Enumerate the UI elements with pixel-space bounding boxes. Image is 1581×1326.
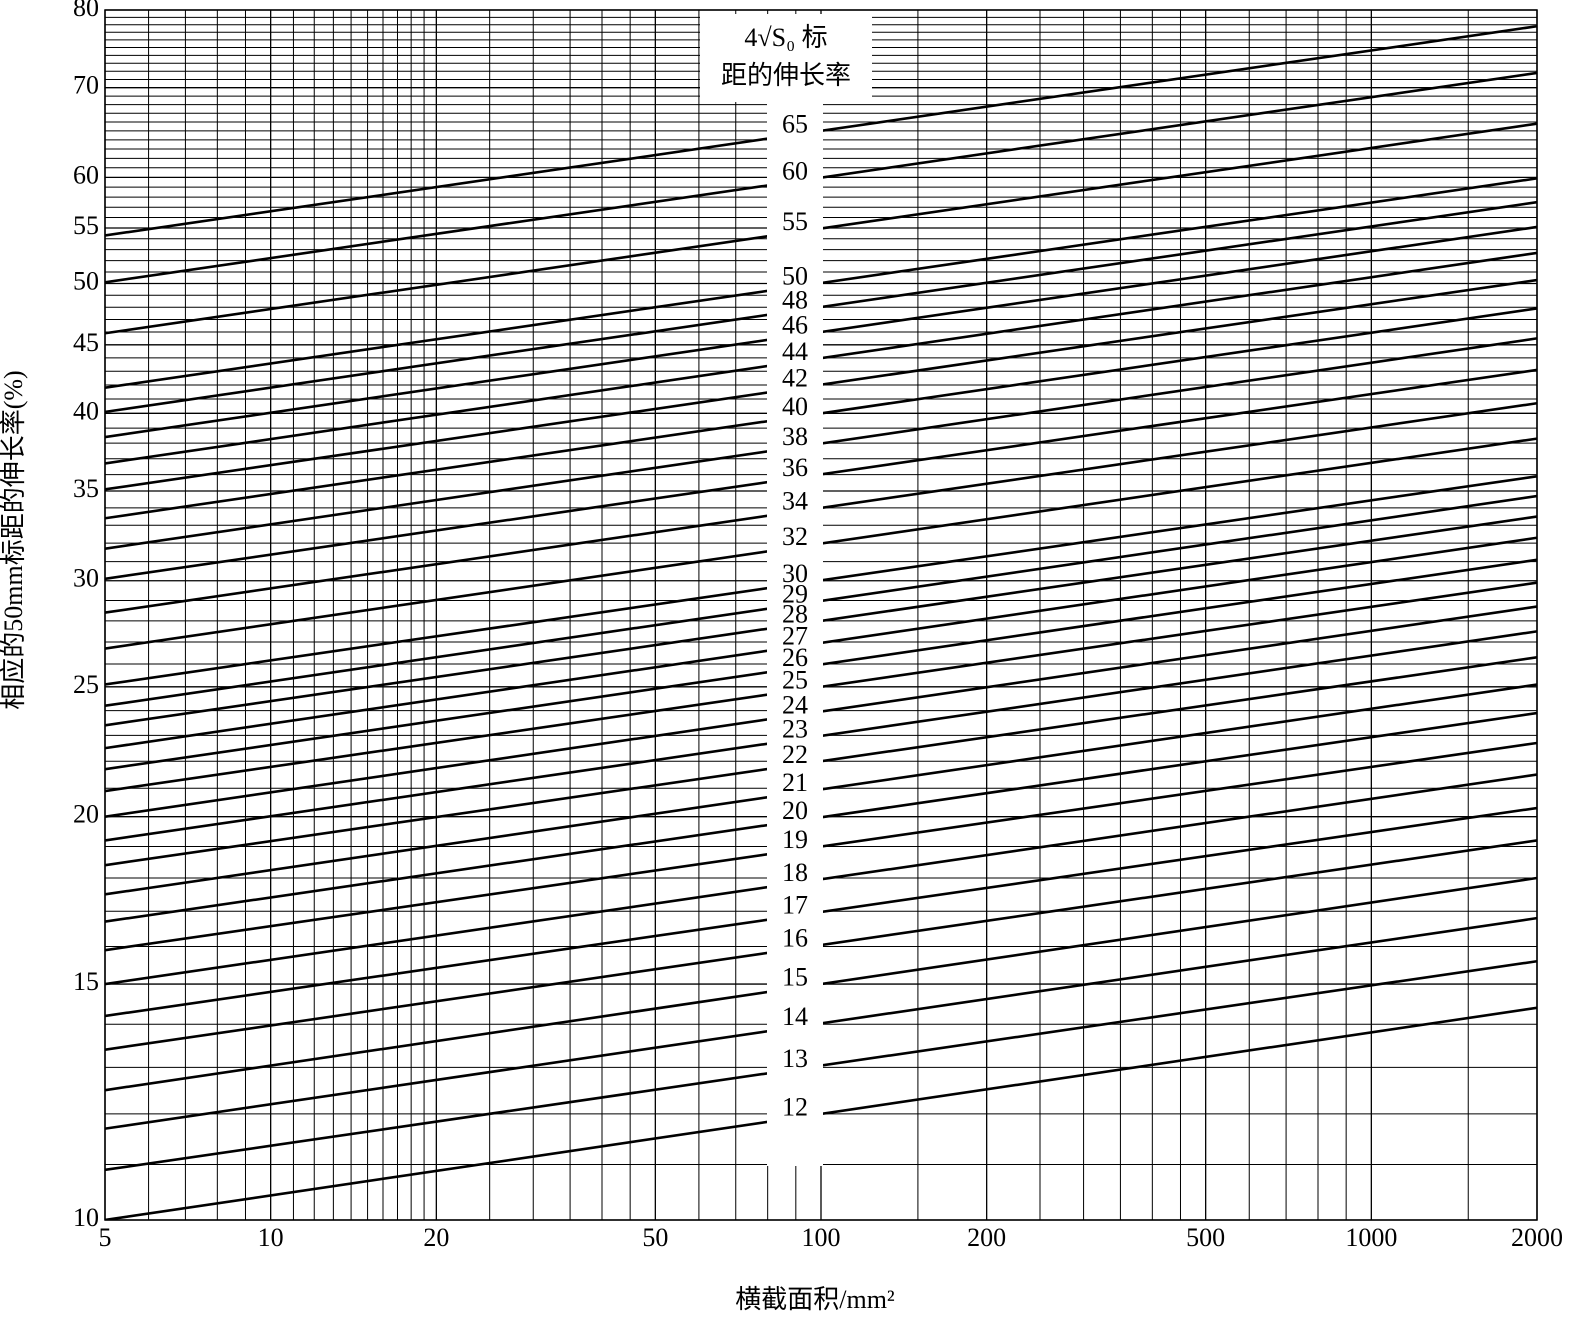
y-tick-label: 35 <box>73 474 99 503</box>
line-label: 46 <box>782 311 808 340</box>
line-label: 16 <box>782 924 808 953</box>
line-label: 38 <box>782 422 808 451</box>
line-label: 36 <box>782 453 808 482</box>
line-label: 20 <box>782 796 808 825</box>
line-label: 12 <box>782 1093 808 1122</box>
x-axis-label: 横截面积/mm² <box>735 1285 895 1314</box>
plot-frame <box>104 9 1538 1221</box>
line-label: 30 <box>782 559 808 588</box>
y-tick-label: 70 <box>73 71 99 100</box>
x-tick-label: 100 <box>802 1223 841 1252</box>
y-tick-label: 10 <box>73 1203 99 1232</box>
line-label: 23 <box>782 715 808 744</box>
line-label: 50 <box>782 262 808 291</box>
line-label: 13 <box>782 1044 808 1073</box>
y-tick-label: 40 <box>73 396 99 425</box>
y-axis-label: 相应的50mm标距的伸长率(%) <box>0 370 28 709</box>
line-label: 48 <box>782 286 808 315</box>
line-label: 21 <box>782 768 808 797</box>
y-tick-label: 25 <box>73 670 99 699</box>
line-label: 17 <box>782 891 808 920</box>
x-tick-label: 5 <box>99 1223 112 1252</box>
y-tick-label: 15 <box>73 967 99 996</box>
y-tick-label: 20 <box>73 800 99 829</box>
line-label: 44 <box>782 337 808 366</box>
line-label: 42 <box>782 363 808 392</box>
line-label: 22 <box>782 740 808 769</box>
annotation: 4√S₀ 标 <box>744 23 827 52</box>
x-tick-label: 500 <box>1186 1223 1225 1252</box>
line-label: 32 <box>782 522 808 551</box>
x-tick-label: 50 <box>642 1223 668 1252</box>
line-label: 40 <box>782 392 808 421</box>
line-label: 55 <box>782 207 808 236</box>
line-label: 18 <box>782 858 808 887</box>
y-tick-label: 45 <box>73 328 99 357</box>
annotation: 距的伸长率 <box>721 61 851 90</box>
line-label: 14 <box>782 1002 808 1031</box>
line-label: 34 <box>782 487 808 516</box>
annotation-box <box>700 14 872 102</box>
y-tick-label: 80 <box>73 0 99 22</box>
y-tick-label: 50 <box>73 266 99 295</box>
y-tick-label: 60 <box>73 160 99 189</box>
line-label: 29 <box>782 580 808 609</box>
x-tick-label: 10 <box>258 1223 284 1252</box>
line-label: 19 <box>782 825 808 854</box>
line-label: 28 <box>782 600 808 629</box>
line-label: 27 <box>782 622 808 651</box>
line-label: 15 <box>782 963 808 992</box>
line-label: 26 <box>782 643 808 672</box>
line-label: 65 <box>782 110 808 139</box>
x-tick-label: 2000 <box>1511 1223 1563 1252</box>
y-tick-label: 30 <box>73 564 99 593</box>
line-label: 24 <box>782 690 808 719</box>
x-tick-label: 1000 <box>1345 1223 1397 1252</box>
x-tick-label: 20 <box>423 1223 449 1252</box>
line-label: 60 <box>782 156 808 185</box>
y-tick-label: 55 <box>73 211 99 240</box>
x-tick-label: 200 <box>967 1223 1006 1252</box>
line-label: 25 <box>782 666 808 695</box>
gap <box>767 100 823 1166</box>
